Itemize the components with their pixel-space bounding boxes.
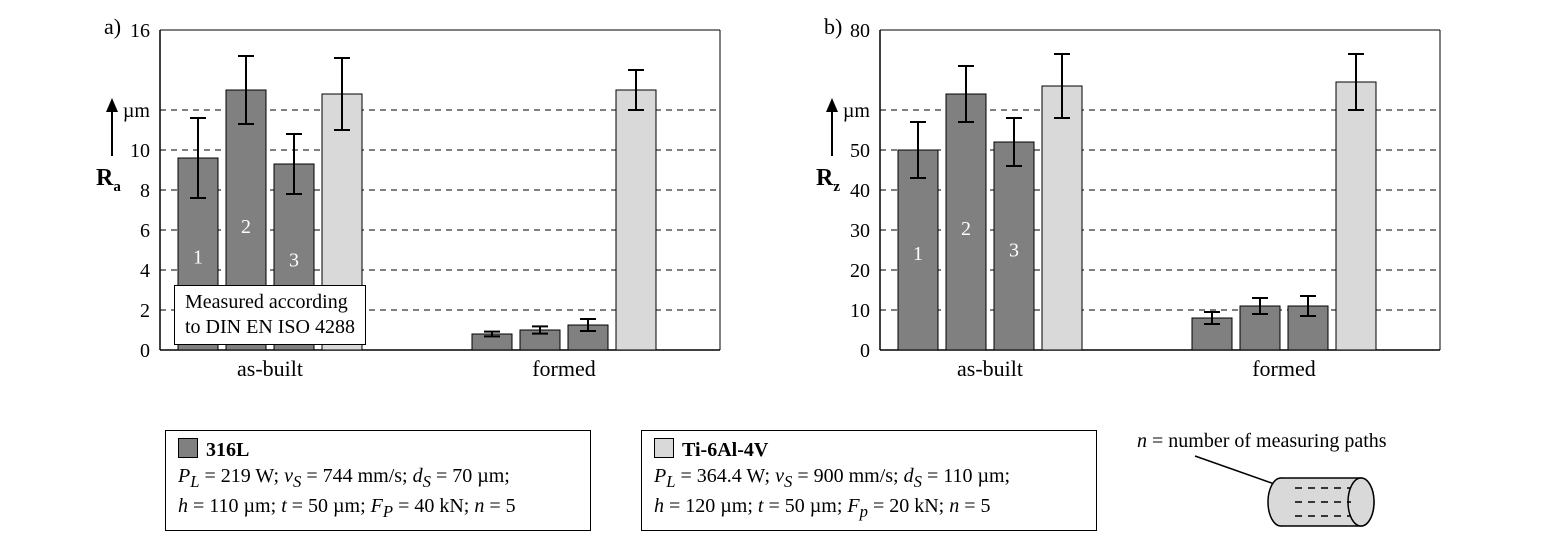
legend-params-316l: PL = 219 W; vS = 744 mm/s; dS = 70 µm;h … [178,465,516,517]
charts-row: a) 0246810µm16123as-builtformed Ra Measu… [90,10,1490,410]
svg-text:as-built: as-built [237,356,303,381]
note-box-a: Measured according to DIN EN ISO 4288 [174,285,366,345]
svg-text:2: 2 [140,300,150,322]
ylabel-b-main: R [816,165,833,191]
legend-box-ti64: Ti-6Al-4V PL = 364.4 W; vS = 900 mm/s; d… [641,430,1097,531]
chart-b-svg: 0 10 20 30 40 50 µm 80 1 2 3 as-built formed [810,10,1470,410]
svg-text:10: 10 [850,300,870,322]
svg-text:formed: formed [532,356,596,381]
chart-a-svg: 0 2 4 6 8 10 µm 16 1 2 3 as-built formed [90,10,750,410]
svg-text:20: 20 [850,260,870,282]
ylabel-b-sub: z [833,179,840,195]
arrow-b-icon [822,98,842,158]
ylabel-b: Rz [816,165,840,196]
legend-params-ti64: PL = 364.4 W; vS = 900 mm/s; dS = 110 µm… [654,465,1010,517]
svg-text:50: 50 [850,140,870,162]
svg-text:30: 30 [850,220,870,242]
svg-text:6: 6 [140,220,150,242]
legend-title-ti64: Ti-6Al-4V [682,439,768,461]
svg-text:1: 1 [193,247,203,269]
svg-text:3: 3 [1009,239,1019,261]
note-line-2: to DIN EN ISO 4288 [185,315,355,340]
ylabel-a: Ra [96,165,121,196]
svg-text:10: 10 [130,140,150,162]
ylabel-a-main: R [96,165,113,191]
note-line-1: Measured according [185,290,355,315]
svg-text:3: 3 [289,249,299,271]
legend-box-316l: 316L PL = 219 W; vS = 744 mm/s; dS = 70 … [165,430,591,531]
svg-text:2: 2 [961,218,971,240]
swatch-ti64-icon [654,438,674,458]
svg-text:formed: formed [1252,356,1316,381]
legend-title-316l: 316L [206,439,249,461]
svg-text:2: 2 [241,216,251,238]
svg-text:as-built: as-built [957,356,1023,381]
svg-text:µm: µm [123,100,151,122]
svg-text:1: 1 [913,243,923,265]
svg-text:8: 8 [140,180,150,202]
svg-text:0: 0 [860,340,870,362]
svg-text:0: 0 [140,340,150,362]
svg-text:16: 16 [130,20,150,42]
cylinder-icon [1137,430,1397,540]
svg-text:80: 80 [850,20,870,42]
figure-root: a) 0246810µm16123as-builtformed Ra Measu… [0,0,1553,546]
panel-b: b) 01020304050µm80123as-builtformed Rz [810,10,1470,410]
panel-a: a) 0246810µm16123as-builtformed Ra Measu… [90,10,750,410]
svg-text:µm: µm [843,100,871,122]
ylabel-a-sub: a [113,179,121,195]
legend-row: 316L PL = 219 W; vS = 744 mm/s; dS = 70 … [165,430,1465,531]
svg-text:4: 4 [140,260,150,282]
swatch-316l-icon [178,438,198,458]
arrow-a-icon [102,98,122,158]
svg-text:40: 40 [850,180,870,202]
